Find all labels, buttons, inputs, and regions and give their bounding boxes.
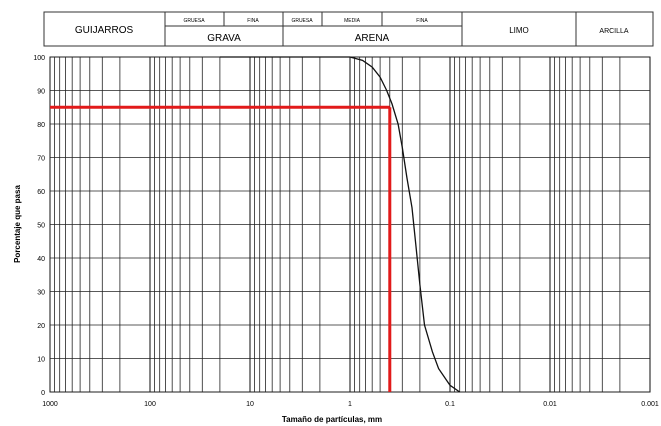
y-tick-label: 80 bbox=[37, 122, 45, 129]
x-tick-label: 10 bbox=[246, 401, 254, 408]
x-tick-label: 0.01 bbox=[543, 401, 557, 408]
y-tick-label: 60 bbox=[37, 189, 45, 196]
y-tick-label: 10 bbox=[37, 357, 45, 364]
header-grava-gruesa: GRUESA bbox=[183, 18, 205, 24]
header-arena: ARENA bbox=[355, 33, 390, 44]
y-tick-label: 90 bbox=[37, 89, 45, 96]
annotation-layer bbox=[50, 105, 392, 392]
x-tick-label: 0.001 bbox=[641, 401, 659, 408]
header-grava: GRAVA bbox=[207, 33, 241, 44]
y-tick-label: 70 bbox=[37, 156, 45, 163]
header-arena-fina: FINA bbox=[416, 18, 428, 24]
x-axis-label: Tamaño de partículas, mm bbox=[282, 415, 382, 424]
y-tick-label: 30 bbox=[37, 290, 45, 297]
y-tick-label: 50 bbox=[37, 223, 45, 230]
x-tick-label: 1 bbox=[348, 401, 352, 408]
x-tick-label: 100 bbox=[144, 401, 156, 408]
gradation-curve bbox=[219, 56, 461, 393]
y-tick-label: 40 bbox=[37, 256, 45, 263]
y-tick-label: 100 bbox=[33, 55, 45, 62]
header-grava-fina: FINA bbox=[247, 18, 259, 24]
y-tick-label: 0 bbox=[41, 390, 45, 397]
x-tick-label: 1000 bbox=[42, 401, 58, 408]
header-guijarros: GUIJARROS bbox=[75, 25, 134, 36]
series-layer bbox=[219, 56, 461, 393]
header-arcilla: ARCILLA bbox=[599, 28, 629, 35]
classification-header: GUIJARROS GRUESA FINA GRAVA GRUESA MEDIA… bbox=[43, 11, 654, 47]
header-arena-media: MEDIA bbox=[344, 18, 361, 24]
y-tick-label: 20 bbox=[37, 323, 45, 330]
header-limo: LIMO bbox=[509, 26, 529, 35]
header-arena-gruesa: GRUESA bbox=[291, 18, 313, 24]
x-tick-label: 0.1 bbox=[445, 401, 455, 408]
tick-labels: 0 10 20 30 40 50 60 70 80 90 100 1000 100 10 1 0.1 0.01 0… bbox=[33, 55, 659, 408]
y-axis-label: Porcentaje que pasa bbox=[13, 185, 22, 263]
